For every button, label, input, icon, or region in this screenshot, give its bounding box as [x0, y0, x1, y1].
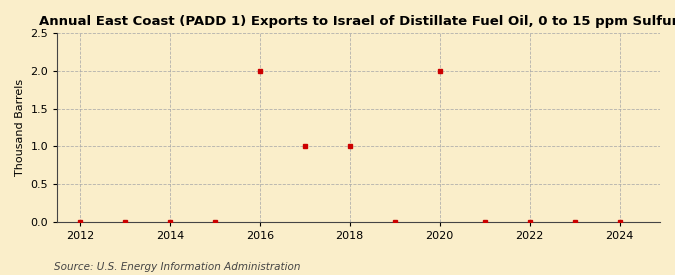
Title: Annual East Coast (PADD 1) Exports to Israel of Distillate Fuel Oil, 0 to 15 ppm: Annual East Coast (PADD 1) Exports to Is…: [39, 15, 675, 28]
Text: Source: U.S. Energy Information Administration: Source: U.S. Energy Information Administ…: [54, 262, 300, 272]
Y-axis label: Thousand Barrels: Thousand Barrels: [15, 79, 25, 176]
